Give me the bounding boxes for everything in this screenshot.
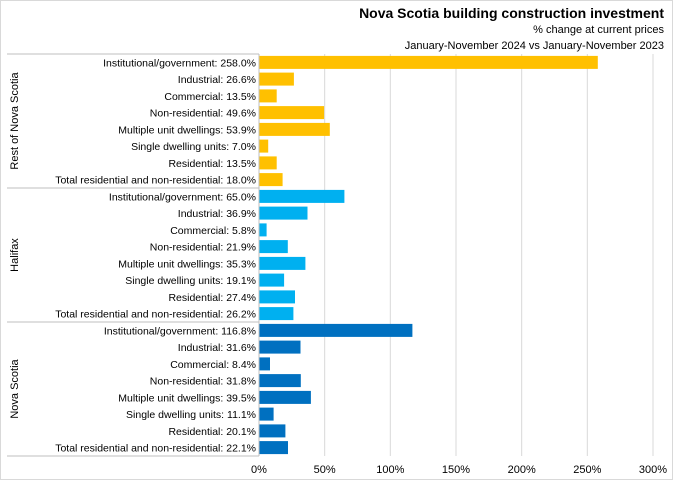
x-tick-label: 0% bbox=[251, 464, 267, 476]
category-label: Single dwelling units: 19.1% bbox=[125, 275, 256, 287]
bar bbox=[259, 55, 598, 69]
bar bbox=[259, 156, 277, 170]
bar bbox=[259, 240, 288, 254]
bar bbox=[259, 223, 267, 237]
x-tick-label: 50% bbox=[314, 464, 336, 476]
category-label: Multiple unit dwellings: 39.5% bbox=[118, 392, 256, 404]
group-label: Nova Scotia bbox=[9, 358, 21, 418]
bar bbox=[259, 139, 269, 153]
category-label: Residential: 13.5% bbox=[168, 158, 256, 170]
bar bbox=[259, 323, 413, 337]
group-rest-of-nova-scotia: Institutional/government: 258.0% Industri… bbox=[7, 55, 598, 189]
bar bbox=[259, 441, 288, 455]
bar bbox=[259, 106, 325, 120]
bar bbox=[259, 89, 277, 103]
x-tick-label: 150% bbox=[442, 464, 470, 476]
chart-title: Nova Scotia building construction invest… bbox=[359, 5, 664, 21]
x-tick-label: 250% bbox=[573, 464, 601, 476]
bar bbox=[259, 357, 270, 371]
gridlines bbox=[324, 54, 654, 456]
bar bbox=[259, 407, 274, 421]
category-label: Residential: 20.1% bbox=[168, 426, 256, 438]
bar bbox=[259, 374, 301, 388]
bar bbox=[259, 390, 311, 404]
category-label: Commercial: 8.4% bbox=[170, 359, 256, 371]
bar bbox=[259, 424, 286, 438]
bar bbox=[259, 256, 306, 270]
category-label: Institutional/government: 65.0% bbox=[109, 191, 256, 203]
bar bbox=[259, 173, 283, 187]
bar bbox=[259, 122, 330, 136]
category-label: Institutional/government: 258.0% bbox=[103, 57, 256, 69]
category-label: Industrial: 36.9% bbox=[178, 208, 256, 220]
bar bbox=[259, 273, 285, 287]
category-label: Total residential and non-residential: 2… bbox=[55, 443, 256, 455]
x-tick-label: 100% bbox=[376, 464, 404, 476]
bar bbox=[259, 189, 345, 203]
bar bbox=[259, 307, 294, 321]
group-halifax: Institutional/government: 65.0% Industria… bbox=[7, 189, 345, 323]
category-label: Total residential and non-residential: 1… bbox=[55, 175, 256, 187]
category-label: Commercial: 5.8% bbox=[170, 225, 256, 237]
category-label: Industrial: 31.6% bbox=[178, 342, 256, 354]
chart-subtitle-measure: % change at current prices bbox=[533, 24, 664, 36]
category-label: Multiple unit dwellings: 53.9% bbox=[118, 124, 256, 136]
x-tick-label: 200% bbox=[508, 464, 536, 476]
category-label: Residential: 27.4% bbox=[168, 292, 256, 304]
category-label: Total residential and non-residential: 2… bbox=[55, 309, 256, 321]
category-label: Multiple unit dwellings: 35.3% bbox=[118, 258, 256, 270]
category-label: Industrial: 26.6% bbox=[178, 74, 256, 86]
bar bbox=[259, 290, 295, 304]
chart-header: Nova Scotia building construction invest… bbox=[359, 4, 664, 54]
bar bbox=[259, 340, 301, 354]
bar bbox=[259, 206, 308, 220]
category-label: Non-residential: 21.9% bbox=[150, 242, 256, 254]
group-label: Halifax bbox=[9, 238, 21, 272]
category-label: Non-residential: 31.8% bbox=[150, 376, 256, 388]
category-label: Non-residential: 49.6% bbox=[150, 108, 256, 120]
category-label: Commercial: 13.5% bbox=[164, 91, 256, 103]
x-tick-label: 300% bbox=[639, 464, 667, 476]
category-label: Single dwelling units: 7.0% bbox=[131, 141, 256, 153]
axes bbox=[7, 53, 260, 457]
category-label: Institutional/government: 116.8% bbox=[104, 325, 256, 337]
group-label: Rest of Nova Scotia bbox=[9, 72, 21, 170]
bar bbox=[259, 72, 294, 86]
category-label: Single dwelling units: 11.1% bbox=[126, 409, 256, 421]
group-nova-scotia: Institutional/government: 116.8% Industri… bbox=[9, 323, 413, 455]
x-tick-labels: 0% 50% 100% 150% 200% 250% 300% bbox=[251, 464, 667, 476]
chart-subtitle-period: January-November 2024 vs January-Novembe… bbox=[404, 40, 664, 52]
